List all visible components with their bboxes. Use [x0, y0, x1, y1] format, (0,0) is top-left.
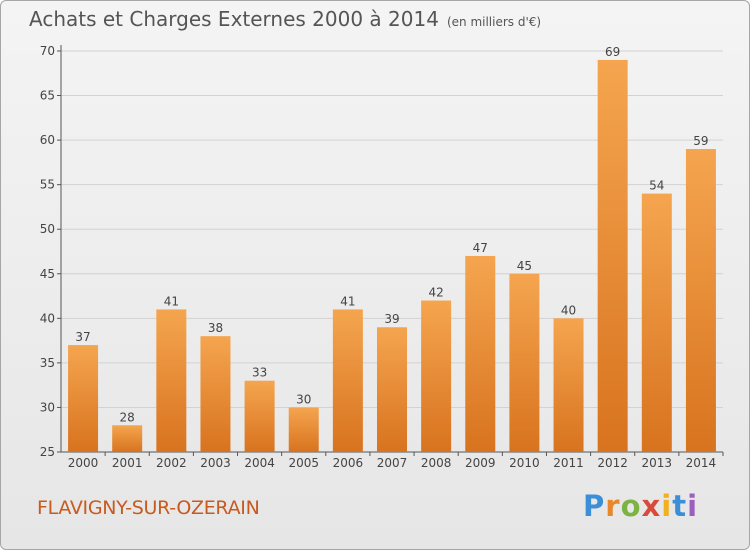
x-tick-label: 2004: [244, 456, 275, 470]
data-labels: 37 28 41 38 33 30 41 39 42 47 45 40 69 54 59: [75, 45, 708, 424]
bar-2000: [68, 345, 99, 452]
data-label: 59: [693, 134, 708, 148]
x-tick-label: 2009: [465, 456, 496, 470]
y-tick-label: 40: [40, 311, 55, 325]
data-label: 30: [296, 392, 311, 406]
logo-letter: i: [661, 489, 673, 523]
x-tick-label: 2013: [642, 456, 673, 470]
data-label: 38: [208, 321, 223, 335]
x-tick-label: 2007: [377, 456, 408, 470]
bar-2004: [244, 380, 275, 452]
bar-2007: [377, 327, 407, 452]
bar-2006: [332, 309, 363, 452]
bar-2011: [553, 318, 584, 452]
data-label: 41: [164, 294, 179, 308]
y-tick-label: 50: [40, 222, 55, 236]
data-label: 39: [384, 312, 399, 326]
bar-2008: [421, 300, 452, 452]
commune-name: FLAVIGNY-SUR-OZERAIN: [37, 497, 260, 519]
y-tick-label: 55: [40, 178, 55, 192]
logo-letter: P: [583, 489, 606, 523]
x-tick-label: 2014: [686, 456, 717, 470]
bar-2012: [597, 59, 628, 453]
data-label: 40: [561, 303, 576, 317]
logo-letter: o: [620, 489, 642, 523]
y-tick-label: 30: [40, 400, 55, 414]
x-tick-label: 2003: [200, 456, 231, 470]
x-tick-label: 2006: [333, 456, 364, 470]
data-label: 28: [120, 410, 135, 424]
x-tick-label: 2000: [68, 456, 99, 470]
data-label: 69: [605, 45, 620, 59]
bar-2003: [200, 336, 231, 452]
y-tick-label: 70: [40, 44, 55, 58]
bar-2014: [685, 149, 716, 452]
x-tick-label: 2011: [553, 456, 584, 470]
x-tick-label: 2002: [156, 456, 187, 470]
chart-title-text: Achats et Charges Externes 2000 à 2014: [29, 7, 439, 31]
bars: [68, 59, 716, 453]
y-tick-label: 60: [40, 133, 55, 147]
logo-letter: r: [605, 489, 621, 523]
y-tick-label: 45: [40, 267, 55, 281]
chart-subtitle: (en milliers d'€): [446, 15, 542, 29]
x-tick-label: 2012: [597, 456, 628, 470]
bar-2001: [112, 425, 143, 452]
bar-2010: [509, 273, 540, 452]
bar-2013: [641, 193, 672, 453]
bar-2005: [288, 407, 319, 452]
data-label: 47: [473, 241, 488, 255]
logo-letter: t: [672, 489, 688, 523]
logo-letter: x: [641, 489, 662, 523]
data-label: 41: [340, 294, 355, 308]
x-tick-label: 2010: [509, 456, 540, 470]
y-tick-label: 25: [40, 445, 55, 459]
data-label: 37: [75, 330, 90, 344]
data-label: 33: [252, 366, 267, 380]
bar-2009: [465, 255, 496, 452]
chart-title: Achats et Charges Externes 2000 à 2014 (e…: [29, 7, 541, 31]
y-tick-label: 65: [40, 89, 55, 103]
x-tick-label: 2001: [112, 456, 143, 470]
bar-2002: [156, 309, 187, 452]
axes: 25 30 35 40 45 50 55 60 65 70 2000 2001 2002 2003 2004…: [40, 44, 724, 470]
data-label: 42: [428, 286, 443, 300]
proxiti-logo[interactable]: Proxiti: [583, 489, 698, 523]
y-tick-label: 35: [40, 356, 55, 370]
logo-letter: i: [687, 489, 699, 523]
x-tick-label: 2008: [421, 456, 452, 470]
data-label: 54: [649, 179, 664, 193]
x-tick-label: 2005: [288, 456, 319, 470]
data-label: 45: [517, 259, 532, 273]
